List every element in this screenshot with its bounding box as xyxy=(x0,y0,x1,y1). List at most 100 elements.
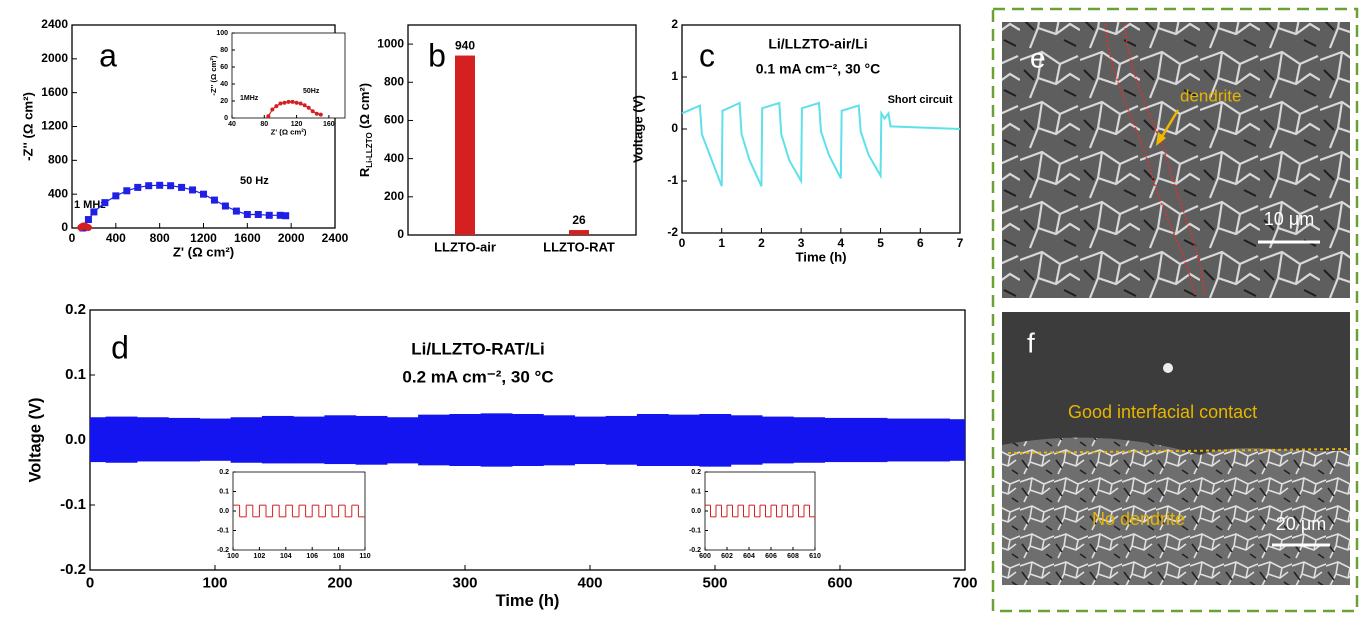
x-tick-label: 102 xyxy=(254,553,266,560)
data-point xyxy=(278,101,283,106)
data-point xyxy=(145,182,153,190)
y-tick-label: -0.1 xyxy=(217,527,229,534)
y-tick-label: 2 xyxy=(671,17,678,31)
y-tick-label: 0 xyxy=(61,220,68,234)
panel-label: f xyxy=(1027,327,1035,358)
y-tick-label: 0.0 xyxy=(219,508,229,515)
band-segment xyxy=(136,417,169,462)
x-tick-label: 7 xyxy=(957,236,964,250)
x-tick-label: 300 xyxy=(452,574,477,591)
y-tick-label: 400 xyxy=(384,151,404,165)
data-point xyxy=(221,202,229,210)
image-annotation: Good interfacial contact xyxy=(1068,402,1257,422)
x-tick-label: 100 xyxy=(202,574,227,591)
band-segment xyxy=(824,417,857,463)
data-point xyxy=(274,104,279,109)
y-tick-label: 0 xyxy=(224,115,228,122)
data-point xyxy=(112,192,120,200)
panel-frame xyxy=(991,7,1359,613)
x-tick-label: 1600 xyxy=(234,231,261,245)
y-tick-label: 800 xyxy=(384,74,404,88)
x-tick-label: LLZTO-RAT xyxy=(543,239,615,254)
x-tick-label: 610 xyxy=(809,553,821,560)
y-tick-label: 0.2 xyxy=(65,301,86,318)
x-axis-label: Time (h) xyxy=(795,250,846,265)
band-segment xyxy=(480,413,513,467)
y-tick-label: 80 xyxy=(220,47,228,54)
x-tick-label: 1200 xyxy=(190,231,217,245)
y-tick-label: -0.1 xyxy=(60,496,86,513)
band-segment xyxy=(355,415,388,465)
band-segment xyxy=(636,414,669,466)
band-segment xyxy=(261,415,294,464)
data-point xyxy=(294,100,299,105)
annotation: 1MHz xyxy=(240,95,259,102)
y-tick-label: 0 xyxy=(671,121,678,135)
data-point xyxy=(123,187,131,195)
annotation: Li/LLZTO-air/Li xyxy=(768,36,867,52)
band-segment xyxy=(449,414,482,466)
band-segment xyxy=(230,417,263,463)
band-segment xyxy=(949,419,965,461)
y-tick-label: 0.2 xyxy=(691,469,701,476)
y-tick-label: 1000 xyxy=(377,36,404,50)
y-tick-label: 1200 xyxy=(41,119,68,133)
y-tick-label: 200 xyxy=(384,189,404,203)
x-tick-label: 160 xyxy=(323,121,335,128)
band-segment xyxy=(855,417,888,463)
y-tick-label: -2 xyxy=(667,225,678,239)
x-tick-label: 500 xyxy=(702,574,727,591)
band-segment xyxy=(793,417,825,463)
x-tick-label: LLZTO-air xyxy=(434,239,496,254)
image-annotation: No dendrite xyxy=(1092,509,1185,529)
annotation: 50Hz xyxy=(303,88,320,95)
y-tick-label: 0.2 xyxy=(219,469,229,476)
y-tick-label: 0 xyxy=(397,227,404,241)
data-point xyxy=(318,112,323,117)
annotation: 0.1 mA cm⁻², 30 °C xyxy=(756,61,881,77)
data-point xyxy=(156,181,164,189)
data-point xyxy=(302,103,307,108)
annotation: Short circuit xyxy=(888,94,953,106)
data-point xyxy=(276,211,284,219)
x-tick-label: 604 xyxy=(743,553,755,560)
y-axis-label: -Z'' (Ω cm²) xyxy=(209,55,218,96)
x-tick-label: 3 xyxy=(798,236,805,250)
y-axis-label: Voltage (V) xyxy=(26,398,44,483)
data-point xyxy=(178,183,186,191)
y-axis-label: Voltage (V) xyxy=(630,95,645,163)
data-point xyxy=(134,183,142,191)
y-tick-label: 0.0 xyxy=(691,508,701,515)
data-point xyxy=(282,100,287,105)
y-axis-label: RLi-LLZTO (Ω cm²) xyxy=(357,83,374,177)
x-tick-label: 800 xyxy=(150,231,170,245)
y-tick-label: 0.1 xyxy=(65,366,86,383)
band-segment xyxy=(418,414,450,466)
annotation: 50 Hz xyxy=(240,175,269,187)
data-point xyxy=(310,109,315,114)
x-tick-label: 100 xyxy=(227,553,239,560)
panel-label: a xyxy=(99,37,117,73)
data-point xyxy=(189,186,197,194)
x-tick-label: 400 xyxy=(106,231,126,245)
band-segment xyxy=(511,414,544,466)
y-tick-label: 40 xyxy=(220,81,228,88)
value-label: 26 xyxy=(572,213,586,227)
x-tick-label: 110 xyxy=(359,553,370,560)
panel-label: e xyxy=(1030,42,1046,73)
annotation: 0.2 mA cm⁻², 30 °C xyxy=(402,367,553,386)
x-tick-label: 602 xyxy=(721,553,733,560)
band-segment xyxy=(105,416,138,463)
y-axis-label-sub: Li-LLZTO xyxy=(365,132,374,167)
y-tick-label: 0.1 xyxy=(219,488,229,495)
panel-label: b xyxy=(428,37,446,73)
band-segment xyxy=(886,418,919,462)
data-line xyxy=(681,101,961,187)
x-tick-label: 606 xyxy=(765,553,777,560)
band-segment xyxy=(605,415,638,465)
y-tick-label: 400 xyxy=(48,186,68,200)
data-point xyxy=(200,190,207,198)
data-point xyxy=(282,212,290,220)
x-tick-label: 4 xyxy=(838,236,845,250)
data-point xyxy=(210,196,218,204)
